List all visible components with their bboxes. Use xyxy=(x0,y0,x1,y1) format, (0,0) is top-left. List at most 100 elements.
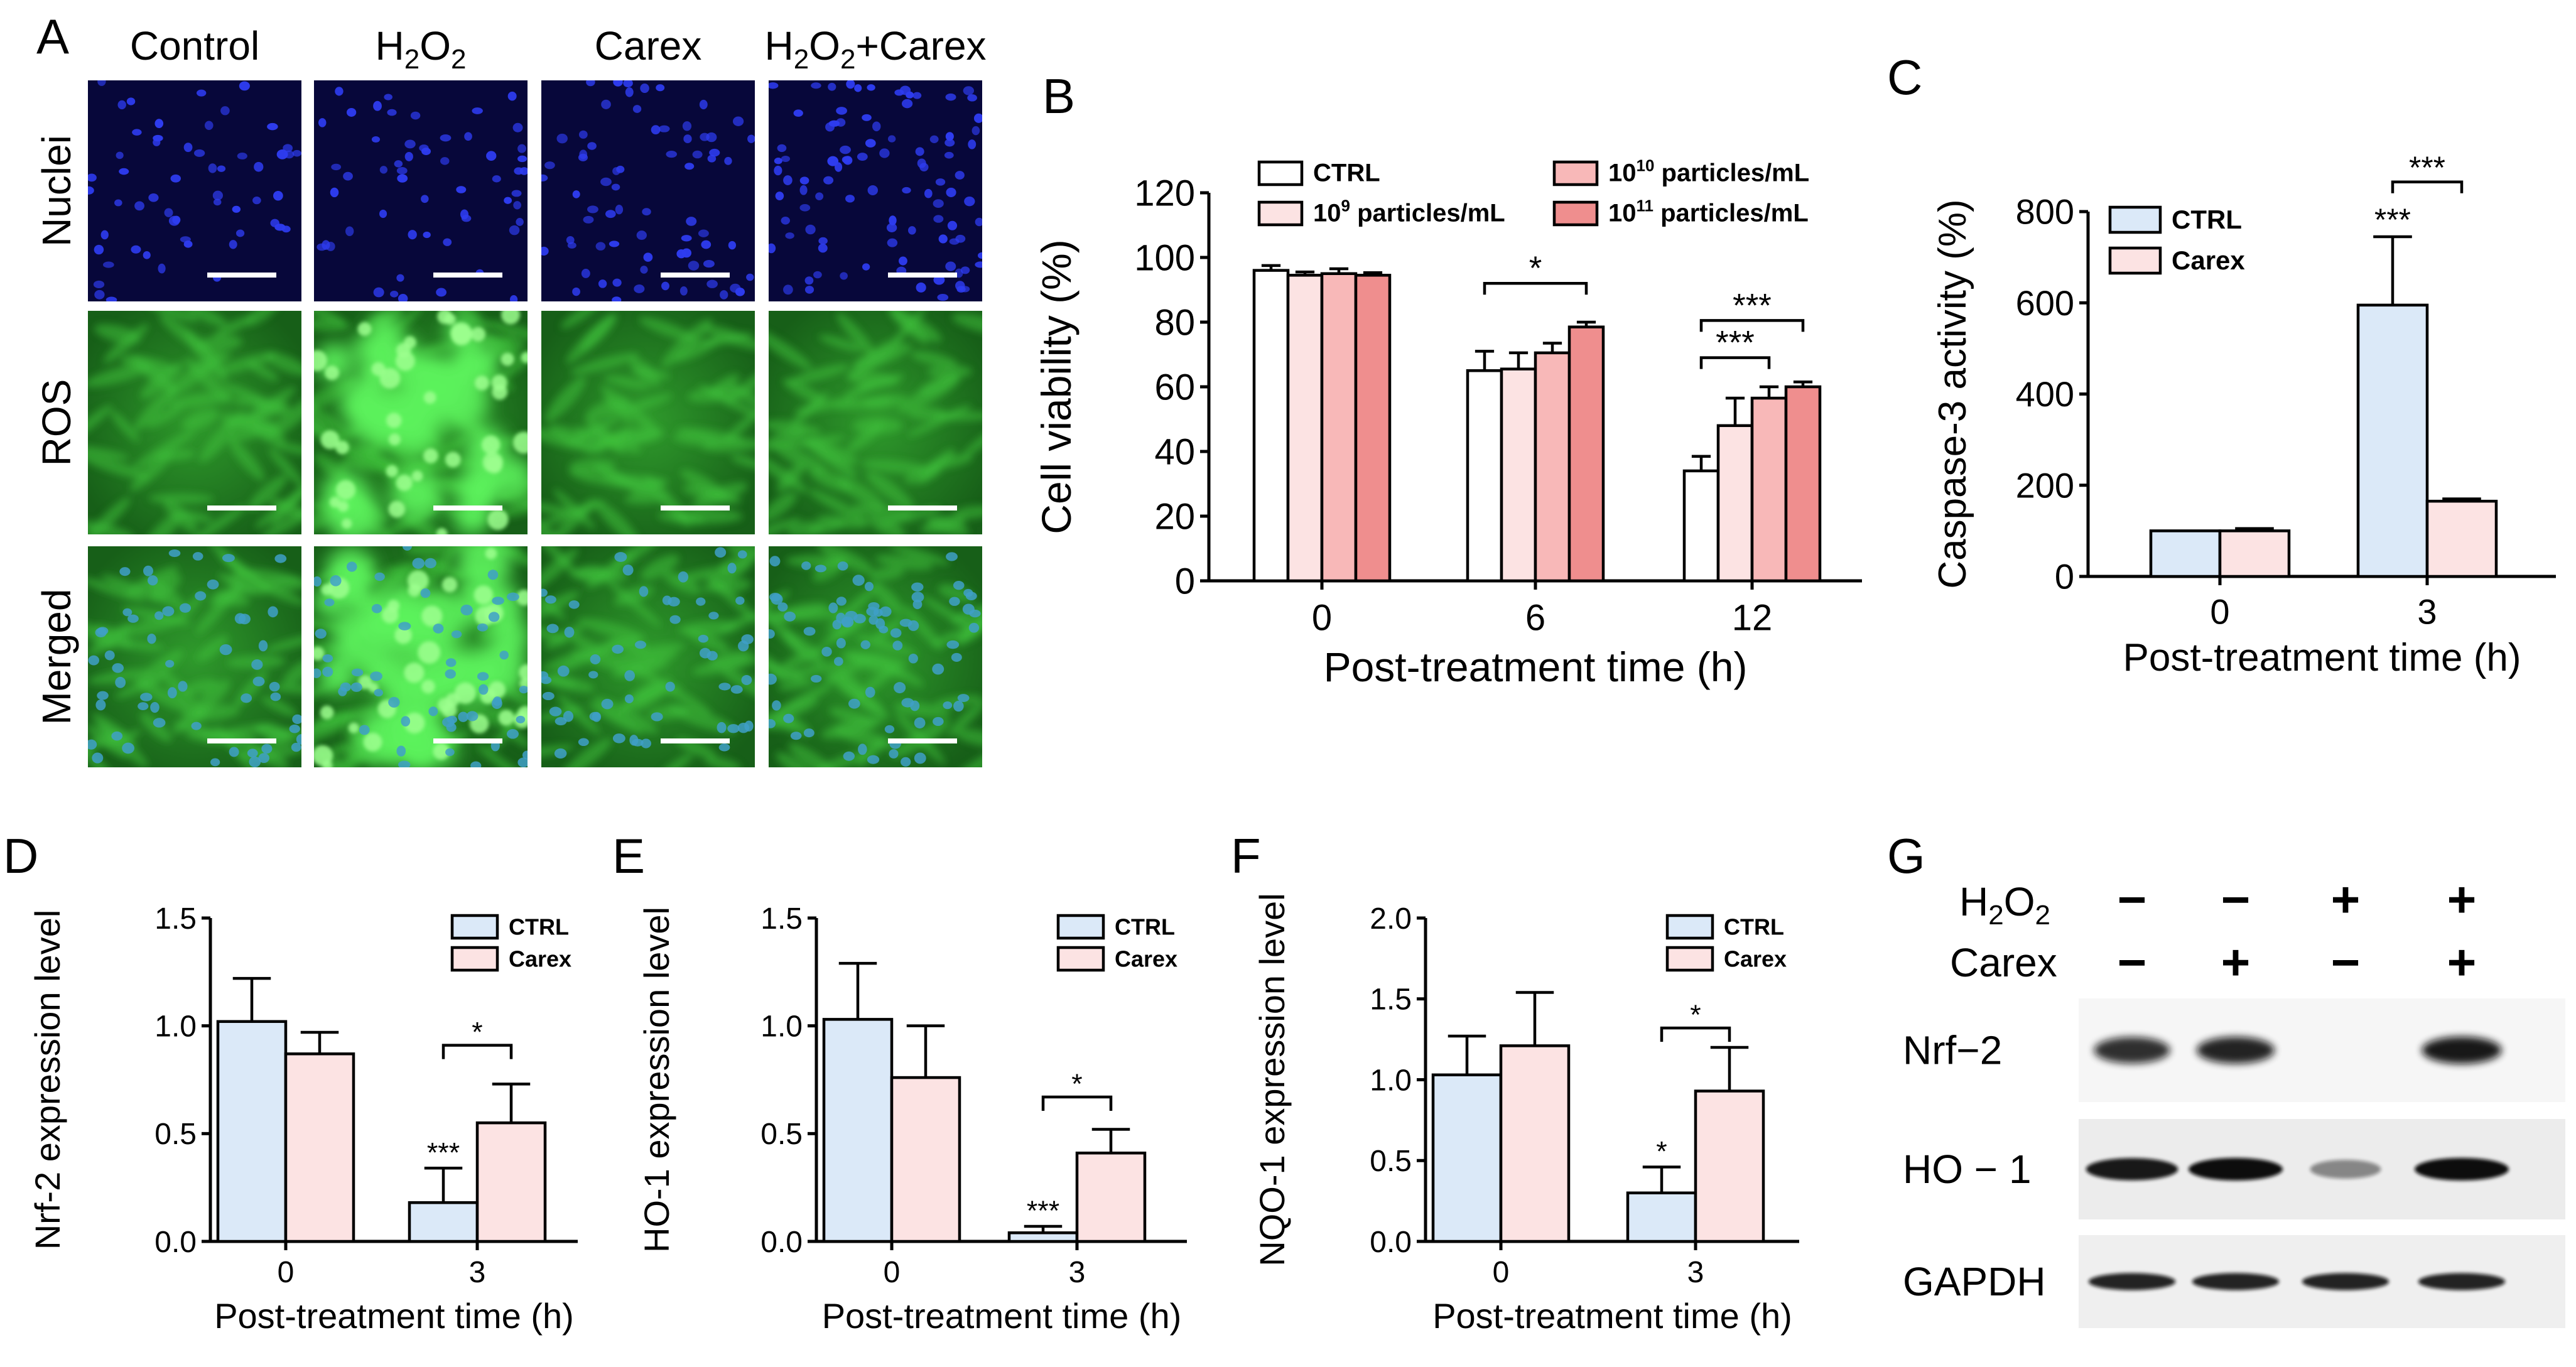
micro-image-r1-c3 xyxy=(769,311,982,534)
nucleus xyxy=(330,187,339,198)
nucleus xyxy=(590,654,601,664)
nucleus xyxy=(634,640,647,649)
nucleus xyxy=(119,567,131,576)
y-axis-label: NQO-1 expression level xyxy=(1252,893,1292,1266)
nucleus xyxy=(267,122,278,131)
cell-body xyxy=(541,500,605,526)
nucleus xyxy=(204,121,214,130)
nucleus xyxy=(268,606,278,618)
nucleus xyxy=(911,582,924,592)
bar xyxy=(1716,424,1754,583)
nucleus xyxy=(967,94,977,102)
nucleus xyxy=(88,739,97,750)
nucleus xyxy=(292,714,301,725)
legend-text: Carex xyxy=(1115,946,1177,972)
star-label: * xyxy=(1656,1136,1667,1167)
cell-body xyxy=(570,650,633,674)
nucleus xyxy=(567,242,576,249)
cell-body xyxy=(141,512,182,534)
cell-body xyxy=(258,577,301,592)
cell-body xyxy=(787,521,824,534)
bar xyxy=(1784,385,1822,583)
nucleus xyxy=(572,190,580,198)
nucleus xyxy=(208,163,217,173)
nucleus xyxy=(746,273,754,281)
legend-swatch xyxy=(1552,200,1599,227)
nucleus xyxy=(836,637,846,649)
y-axis-label: Nrf-2 expression level xyxy=(28,910,67,1250)
nucleus xyxy=(398,294,408,301)
band-label: HO − 1 xyxy=(1903,1147,2032,1192)
nucleus xyxy=(143,251,151,259)
nucleus xyxy=(196,89,207,97)
column-header-text: Carex xyxy=(595,23,702,68)
cell-body xyxy=(808,489,870,524)
nucleus xyxy=(868,602,880,610)
column-header-0: Control xyxy=(130,23,259,68)
nucleus xyxy=(131,245,141,254)
nucleus xyxy=(95,700,106,711)
cell-body xyxy=(834,396,893,410)
ros-spot xyxy=(437,698,453,713)
ros-spot xyxy=(474,376,490,391)
cell-body xyxy=(604,375,649,389)
nucleus xyxy=(728,240,737,250)
cell-body xyxy=(721,668,755,705)
legend-label: 1010 particles/mL xyxy=(1608,156,1809,187)
cell-body xyxy=(782,379,826,404)
ros-spot xyxy=(423,391,436,404)
cell-body xyxy=(248,475,288,511)
nucleus xyxy=(803,728,814,738)
legend-text: 10 xyxy=(1608,159,1637,187)
subscript: 2 xyxy=(840,44,855,75)
nucleus xyxy=(818,237,828,245)
nucleus xyxy=(975,217,982,227)
x-tick-label: 6 xyxy=(1525,597,1545,638)
y-tick-label: 800 xyxy=(2016,192,2074,232)
cell-body xyxy=(420,341,458,356)
nucleus xyxy=(639,586,649,597)
cell-body xyxy=(228,421,276,442)
cell-body xyxy=(273,442,301,455)
nucleus xyxy=(804,286,814,294)
nucleus xyxy=(207,579,219,590)
nucleus xyxy=(892,640,903,651)
nucleus xyxy=(887,135,896,143)
cell-body xyxy=(569,458,616,473)
cell-body xyxy=(134,678,188,711)
legend-text: particles/mL xyxy=(1654,159,1809,187)
nucleus xyxy=(346,561,357,572)
legend-label: 1011 particles/mL xyxy=(1608,197,1809,227)
nucleus xyxy=(388,696,400,708)
nucleus xyxy=(289,724,300,733)
nucleus xyxy=(706,279,718,288)
nucleus xyxy=(867,185,879,196)
bar xyxy=(1567,325,1605,583)
superscript: 11 xyxy=(1637,197,1654,215)
cell-body xyxy=(560,311,600,329)
cell-body xyxy=(603,394,632,424)
nucleus xyxy=(94,244,104,255)
nucleus xyxy=(688,261,700,271)
nucleus xyxy=(258,753,270,764)
nucleus xyxy=(611,183,620,191)
y-tick-label: 1.0 xyxy=(760,1010,803,1043)
cell-body xyxy=(680,469,728,499)
nucleus xyxy=(910,700,920,711)
legend-text: 10 xyxy=(1608,200,1637,227)
cell-bodies xyxy=(769,546,982,767)
legend-label: CTRL xyxy=(1724,914,1784,940)
cell-body xyxy=(314,379,357,415)
nucleus xyxy=(350,682,362,692)
nucleus xyxy=(783,713,794,723)
nucleus xyxy=(373,287,384,298)
cell-body xyxy=(586,553,636,589)
y-tick-label: 1.5 xyxy=(154,902,197,936)
nucleus xyxy=(747,134,755,143)
h2o2-sign: − xyxy=(2118,872,2147,927)
ros-spot xyxy=(404,712,425,733)
nucleus xyxy=(104,650,115,661)
nucleus xyxy=(318,118,327,127)
nucleus xyxy=(634,284,645,293)
